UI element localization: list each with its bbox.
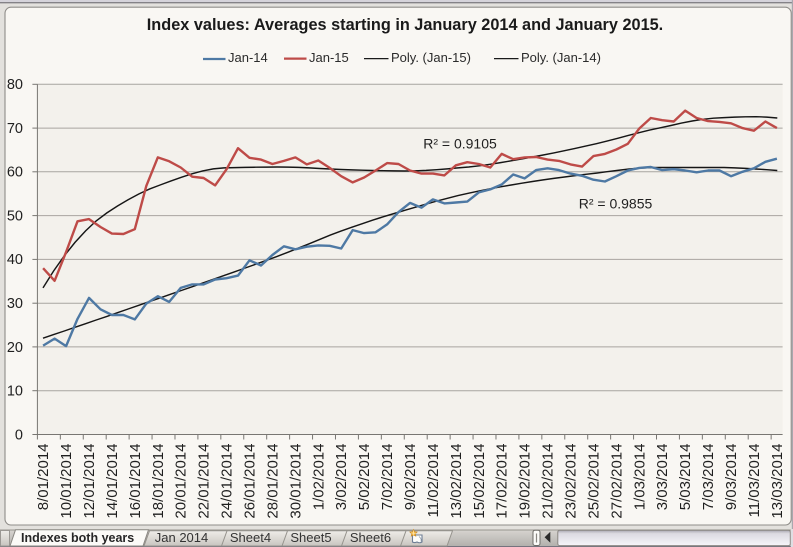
svg-text:3/02/2014: 3/02/2014	[333, 444, 350, 511]
svg-text:10/01/2014: 10/01/2014	[58, 444, 75, 519]
svg-text:Poly. (Jan-14): Poly. (Jan-14)	[521, 50, 601, 65]
svg-text:11/02/2014: 11/02/2014	[425, 444, 442, 518]
svg-text:Sheet4: Sheet4	[230, 530, 271, 545]
svg-text:8/01/2014: 8/01/2014	[35, 444, 52, 511]
svg-text:21/02/2014: 21/02/2014	[540, 444, 557, 519]
svg-text:Poly. (Jan-15): Poly. (Jan-15)	[391, 50, 471, 65]
svg-text:20: 20	[7, 340, 23, 356]
svg-text:19/02/2014: 19/02/2014	[517, 444, 534, 519]
svg-text:Jan-14: Jan-14	[228, 50, 268, 65]
svg-text:15/02/2014: 15/02/2014	[471, 444, 488, 519]
svg-text:18/01/2014: 18/01/2014	[150, 444, 167, 519]
svg-text:1/03/2014: 1/03/2014	[631, 444, 648, 511]
svg-text:Jan 2014: Jan 2014	[155, 530, 209, 545]
svg-text:9/03/2014: 9/03/2014	[723, 444, 740, 511]
svg-text:22/01/2014: 22/01/2014	[196, 444, 213, 519]
svg-text:1/02/2014: 1/02/2014	[310, 444, 327, 511]
svg-text:5/03/2014: 5/03/2014	[677, 444, 694, 511]
svg-text:16/01/2014: 16/01/2014	[127, 444, 144, 519]
svg-text:40: 40	[7, 252, 23, 268]
svg-text:13/03/2014: 13/03/2014	[769, 444, 786, 519]
svg-text:70: 70	[7, 121, 23, 137]
svg-text:30: 30	[7, 296, 23, 312]
svg-text:20/01/2014: 20/01/2014	[173, 444, 190, 519]
svg-text:Jan-15: Jan-15	[309, 50, 349, 65]
svg-text:0: 0	[15, 427, 23, 443]
svg-text:5/02/2014: 5/02/2014	[356, 444, 373, 511]
svg-text:28/01/2014: 28/01/2014	[264, 444, 281, 519]
svg-text:Sheet5: Sheet5	[290, 530, 331, 545]
svg-text:80: 80	[7, 77, 23, 93]
svg-text:10: 10	[7, 384, 23, 400]
svg-text:50: 50	[7, 208, 23, 224]
svg-text:26/01/2014: 26/01/2014	[242, 444, 259, 519]
svg-text:27/02/2014: 27/02/2014	[608, 444, 625, 519]
svg-text:30/01/2014: 30/01/2014	[287, 444, 304, 519]
svg-text:R² = 0.9105: R² = 0.9105	[423, 136, 497, 152]
svg-text:Indexes both years: Indexes both years	[21, 531, 134, 545]
svg-text:60: 60	[7, 165, 23, 181]
svg-text:13/02/2014: 13/02/2014	[448, 444, 465, 519]
svg-text:7/02/2014: 7/02/2014	[379, 444, 396, 511]
svg-text:17/02/2014: 17/02/2014	[494, 444, 511, 519]
svg-text:Sheet6: Sheet6	[350, 530, 391, 545]
svg-text:R² = 0.9855: R² = 0.9855	[579, 196, 653, 212]
svg-text:23/02/2014: 23/02/2014	[563, 444, 580, 519]
svg-text:25/02/2014: 25/02/2014	[585, 444, 602, 519]
svg-text:11/03/2014: 11/03/2014	[746, 444, 763, 518]
svg-text:12/01/2014: 12/01/2014	[81, 444, 98, 519]
svg-text:Index values: Averages startin: Index values: Averages starting in Janua…	[147, 16, 663, 34]
svg-text:7/03/2014: 7/03/2014	[700, 444, 717, 511]
svg-text:24/01/2014: 24/01/2014	[219, 444, 236, 519]
svg-text:14/01/2014: 14/01/2014	[104, 444, 121, 519]
svg-text:3/03/2014: 3/03/2014	[654, 444, 671, 511]
svg-text:9/02/2014: 9/02/2014	[402, 444, 419, 511]
